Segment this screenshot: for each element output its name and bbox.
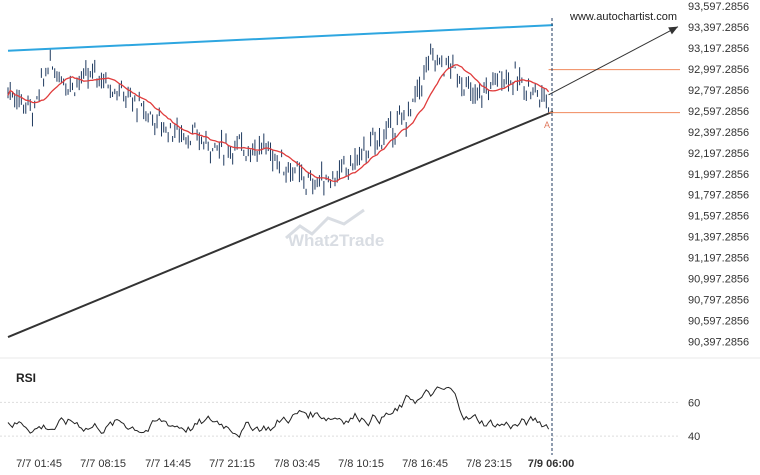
rsi-title: RSI xyxy=(16,371,36,385)
rsi-tick-label: 40 xyxy=(688,431,700,443)
projection-arrow xyxy=(548,26,679,96)
price-tick-label: 93,397.2856 xyxy=(688,22,749,34)
resistance-trendline xyxy=(7,24,554,52)
watermark-logo-icon xyxy=(285,208,365,240)
time-tick-label: 7/7 01:45 xyxy=(16,458,62,470)
time-tick-label: 7/7 14:45 xyxy=(145,458,191,470)
price-tick-label: 90,797.2856 xyxy=(688,295,749,307)
price-tick-label: 93,197.2856 xyxy=(688,43,749,55)
time-tick-label: 7/7 08:15 xyxy=(80,458,126,470)
price-tick-label: 91,997.2856 xyxy=(688,169,749,181)
price-tick-label: 91,797.2856 xyxy=(688,190,749,202)
time-tick-label: 7/9 06:00 xyxy=(528,458,574,470)
rsi-axis: 60 40 xyxy=(688,397,700,443)
price-tick-label: 92,997.2856 xyxy=(688,64,749,76)
time-axis: 7/7 01:45 7/7 08:15 7/7 14:45 7/7 21:15 7/8 … xyxy=(16,458,574,470)
candle-series xyxy=(7,43,550,196)
price-tick-label: 92,597.2856 xyxy=(688,106,749,118)
price-axis: 93,597.2856 93,397.2856 93,197.2856 92,997.… xyxy=(688,1,749,349)
price-tick-label: 92,397.2856 xyxy=(688,127,749,139)
moving-average-line xyxy=(7,64,550,183)
rsi-tick-label: 60 xyxy=(688,397,700,409)
support-trendline xyxy=(7,110,554,338)
price-tick-label: 92,797.2856 xyxy=(688,85,749,97)
time-tick-label: 7/8 23:15 xyxy=(466,458,512,470)
watermark: What2Trade xyxy=(285,208,384,250)
price-tick-label: 90,397.2856 xyxy=(688,337,749,349)
price-tick-label: 90,997.2856 xyxy=(688,274,749,286)
site-label: www.autochartist.com xyxy=(565,8,679,24)
price-tick-label: 92,197.2856 xyxy=(688,148,749,160)
price-tick-label: 91,597.2856 xyxy=(688,211,749,223)
price-tick-label: 91,197.2856 xyxy=(688,253,749,265)
watermark-text: What2Trade xyxy=(288,231,384,250)
projection-arrow-head xyxy=(668,26,678,35)
rsi-grid xyxy=(0,401,680,437)
site-label-text: www.autochartist.com xyxy=(569,11,677,23)
time-tick-label: 7/7 21:15 xyxy=(209,458,255,470)
time-tick-label: 7/8 03:45 xyxy=(274,458,320,470)
time-tick-label: 7/8 16:45 xyxy=(402,458,448,470)
rsi-line xyxy=(7,386,550,439)
time-tick-label: 7/8 10:15 xyxy=(338,458,384,470)
price-tick-label: 93,597.2856 xyxy=(688,1,749,13)
price-tick-label: 90,597.2856 xyxy=(688,316,749,328)
price-tick-label: 91,397.2856 xyxy=(688,232,749,244)
pattern-marker: A xyxy=(544,120,550,130)
